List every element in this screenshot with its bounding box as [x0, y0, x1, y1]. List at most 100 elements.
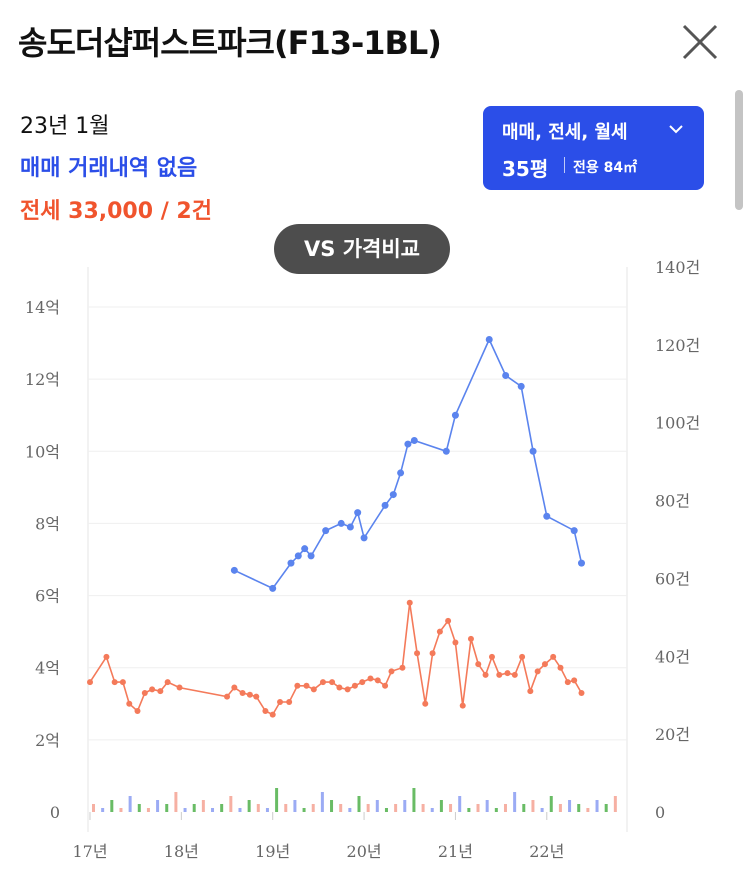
data-point	[294, 682, 301, 689]
data-point	[354, 509, 362, 517]
x-tick-label: 21년	[438, 842, 473, 861]
volume-bar	[375, 800, 379, 812]
volume-bar	[110, 800, 114, 812]
y2-tick-label: 80건	[655, 492, 690, 511]
data-point	[253, 693, 260, 700]
volume-bar	[513, 792, 517, 812]
data-point	[436, 628, 443, 635]
data-point	[475, 661, 482, 668]
volume-bar	[449, 804, 453, 812]
data-point	[336, 684, 343, 691]
y-tick-label: 2억	[35, 731, 60, 750]
y2-tick-label: 40건	[655, 647, 690, 666]
data-point	[381, 501, 389, 509]
data-point	[319, 679, 326, 686]
data-point	[157, 688, 164, 695]
data-point	[452, 639, 459, 646]
data-point	[445, 617, 452, 624]
volume-bar	[558, 804, 562, 812]
y-tick-label: 8억	[35, 514, 60, 533]
volume-bar	[247, 800, 251, 812]
volume-bar	[192, 804, 196, 812]
volume-bar	[348, 808, 352, 812]
y-tick-label: 10억	[25, 442, 60, 461]
vs-compare-button[interactable]: VS 가격비교	[274, 224, 450, 274]
data-point	[502, 372, 510, 380]
y-tick-label: 6억	[35, 587, 60, 606]
size-label: 35평	[502, 157, 549, 181]
close-icon[interactable]	[680, 22, 720, 62]
volume-bar	[183, 808, 187, 812]
jeonse-summary: 전세 33,000 / 2건	[20, 199, 212, 224]
data-point	[504, 670, 511, 677]
volume-bar	[265, 808, 269, 812]
data-point	[277, 698, 284, 705]
y-tick-label: 4억	[35, 659, 60, 678]
volume-bar	[458, 796, 462, 812]
series-line	[89, 602, 583, 716]
y-tick-label: 12억	[25, 370, 60, 389]
data-point	[164, 679, 171, 686]
data-point	[141, 689, 148, 696]
volume-bar	[568, 800, 572, 812]
data-point	[534, 668, 541, 675]
volume-bar	[229, 796, 233, 812]
volume-bar	[201, 800, 205, 812]
deal-type-selector[interactable]: 매매, 전세, 월세 35평 전용 84㎡	[483, 106, 704, 190]
data-point	[269, 711, 276, 718]
data-point	[529, 447, 537, 455]
x-tick-label: 22년	[529, 842, 564, 861]
data-point	[231, 684, 238, 691]
data-point	[451, 411, 459, 419]
volume-bar	[467, 808, 471, 812]
y-tick-label: 14억	[25, 298, 60, 317]
volume-bar	[531, 800, 535, 812]
volume-bar	[311, 804, 315, 812]
data-point	[286, 698, 293, 705]
data-point	[301, 545, 309, 553]
volume-bar	[586, 808, 590, 812]
volume-bar	[101, 808, 105, 812]
y2-tick-label: 20건	[655, 725, 690, 744]
data-point	[406, 599, 413, 606]
data-point	[294, 552, 302, 560]
volume-bar	[284, 804, 288, 812]
volume-bar	[165, 804, 169, 812]
period-label: 23년 1월	[20, 114, 110, 139]
volume-bar	[256, 804, 260, 812]
chevron-down-icon	[669, 125, 683, 134]
volume-bar	[494, 808, 498, 812]
data-point	[322, 527, 330, 535]
data-point	[527, 688, 534, 695]
data-point	[310, 686, 317, 693]
data-point	[550, 653, 557, 660]
data-point	[287, 559, 295, 567]
data-point	[517, 382, 525, 390]
data-point	[485, 335, 493, 343]
data-point	[176, 684, 183, 691]
data-point	[422, 700, 429, 707]
data-point	[442, 447, 450, 455]
x-tick-label: 19년	[255, 842, 290, 861]
volume-bar	[485, 800, 489, 812]
data-point	[389, 491, 397, 499]
data-point	[103, 653, 110, 660]
data-point	[346, 523, 354, 531]
volume-bar	[119, 808, 123, 812]
y-tick-label: 0	[50, 803, 60, 822]
y2-tick-label: 140건	[655, 258, 700, 277]
volume-bar	[146, 808, 150, 812]
volume-bar	[412, 788, 416, 812]
volume-bar	[384, 808, 388, 812]
volume-bar	[137, 804, 141, 812]
data-point	[149, 686, 156, 693]
data-point	[570, 527, 578, 535]
x-tick-label: 17년	[72, 842, 107, 861]
y2-tick-label: 0	[655, 803, 665, 822]
price-chart: 0 2억 4억 6억 8억 10억 12억 14억 0 20건 40건 60건 80건 100건 120건 1…	[25, 258, 700, 861]
data-point	[397, 469, 405, 477]
data-point	[359, 679, 366, 686]
data-point	[224, 693, 231, 700]
scrollbar[interactable]	[735, 90, 743, 210]
volume-bar	[293, 800, 297, 812]
